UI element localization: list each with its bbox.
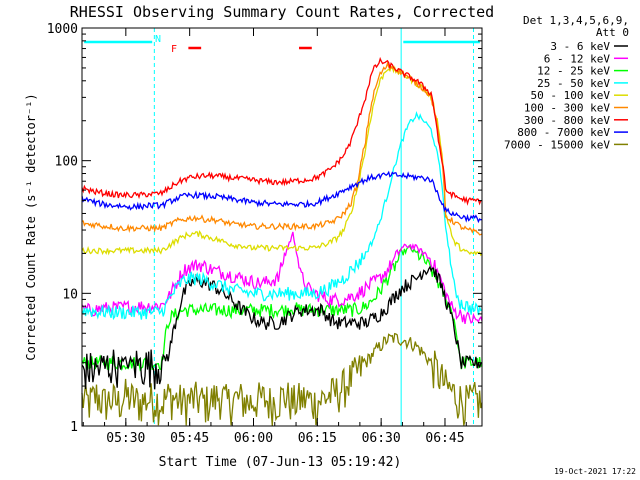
series-line-800-7000keV: [81, 170, 483, 224]
legend-label-2: 12 - 25 keV: [537, 65, 610, 78]
legend-label-6: 300 - 800 keV: [524, 114, 610, 127]
series-line-3-6keV: [81, 265, 483, 390]
x-tick-label-4: 06:30: [362, 431, 401, 446]
legend-header-attenuator: Att 0: [596, 26, 629, 39]
series-line-6-12keV: [81, 231, 483, 325]
x-tick-label-1: 05:45: [170, 431, 209, 446]
x-tick-label-5: 06:45: [425, 431, 464, 446]
x-axis-label: Start Time (07-Jun-13 05:19:42): [159, 455, 402, 470]
series-line-25-50keV: [81, 110, 483, 321]
y-axis: 1 10 100 1000: [47, 22, 482, 435]
legend-label-0: 3 - 6 keV: [550, 40, 610, 53]
legend-label-4: 50 - 100 keV: [531, 89, 611, 102]
x-tick-label-3: 06:15: [298, 431, 337, 446]
footer-timestamp: 19-Oct-2021 17:22: [554, 467, 636, 476]
flare-label: F: [171, 44, 177, 55]
x-tick-label-2: 06:00: [234, 431, 273, 446]
chart-title: RHESSI Observing Summary Count Rates, Co…: [70, 3, 494, 21]
series-line-7000-15000keV: [81, 332, 483, 427]
y-tick-label-0: 1: [70, 420, 78, 435]
plot-frame: [81, 27, 483, 427]
y-axis-label: Corrected Count Rate (s⁻¹ detector⁻¹): [24, 93, 38, 360]
series-line-300-800keV: [81, 56, 482, 206]
night-label: N: [155, 34, 161, 45]
legend-label-1: 6 - 12 keV: [544, 52, 611, 65]
legend-label-3: 25 - 50 keV: [537, 77, 610, 90]
series-line-50-100keV: [81, 65, 483, 257]
legend-label-8: 7000 - 15000 keV: [504, 138, 610, 151]
x-tick-label-0: 05:30: [106, 431, 145, 446]
y-tick-label-1: 10: [62, 287, 78, 302]
x-axis: 05:30 05:45 06:00 06:15 06:30 06:45: [82, 28, 467, 446]
legend-header-detectors: Det 1,3,4,5,6,9,: [523, 14, 629, 27]
legend-label-5: 100 - 300 keV: [524, 102, 610, 115]
y-tick-label-3: 1000: [47, 22, 78, 37]
series-line-100-300keV: [82, 61, 483, 236]
plot-area: [81, 28, 483, 427]
y-tick-label-2: 100: [55, 155, 78, 170]
legend-label-7: 800 - 7000 keV: [517, 126, 610, 139]
